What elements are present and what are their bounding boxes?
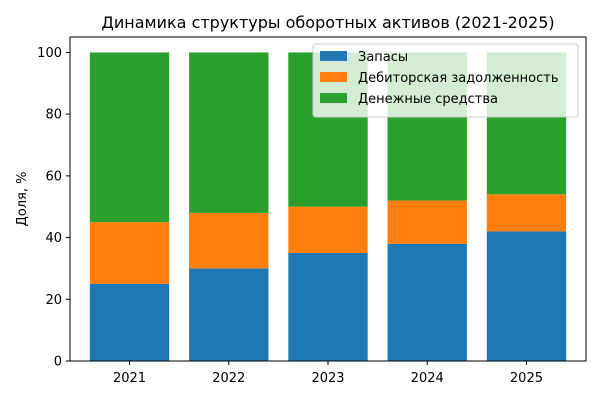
y-tick-label: 20 [45,293,62,308]
legend-label-0: Запасы [358,50,408,65]
legend-swatch-1 [320,72,347,82]
legend: Запасы Дебиторская задолженность Денежные … [312,43,579,118]
legend-swatch-2 [320,93,347,103]
y-tick-label: 100 [37,46,62,61]
bar-2023-series-1 [288,206,368,253]
x-tick-label: 2021 [113,371,146,386]
bar-2022-series-1 [189,212,269,269]
axes-group: 0 20 40 60 80 100 2021 2022 2023 2024 2025 [37,36,587,386]
y-tick-label: 60 [45,169,62,184]
legend-label-1: Дебиторская задолженность [358,71,559,86]
bar-2024-series-0 [387,243,467,361]
chart-title: Динамика структуры оборотных активов (20… [101,13,554,32]
bar-2025-series-1 [486,194,567,232]
y-axis-label: Доля, % [15,172,30,227]
x-tick-label: 2025 [510,371,543,386]
bars-group [89,52,567,361]
x-tick-label: 2023 [311,371,344,386]
legend-swatch-0 [320,51,347,61]
bar-2021-series-0 [89,283,170,361]
bar-2022-series-0 [189,268,269,361]
x-tick-label: 2024 [411,371,444,386]
legend-box [312,43,579,118]
y-tick-label: 80 [45,108,62,123]
y-tick-label: 40 [45,231,62,246]
bar-2025-series-0 [486,231,567,361]
legend-label-2: Денежные средства [358,92,498,107]
bar-2022-series-2 [189,52,269,213]
bar-2024-series-1 [387,200,467,244]
x-tick-label: 2022 [212,371,245,386]
bar-2023-series-0 [288,253,368,361]
bar-2021-series-2 [89,52,170,223]
bar-2021-series-1 [89,222,170,284]
y-tick-label: 0 [54,355,62,370]
